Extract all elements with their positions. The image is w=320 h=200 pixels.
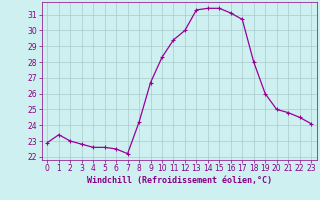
X-axis label: Windchill (Refroidissement éolien,°C): Windchill (Refroidissement éolien,°C) xyxy=(87,176,272,185)
